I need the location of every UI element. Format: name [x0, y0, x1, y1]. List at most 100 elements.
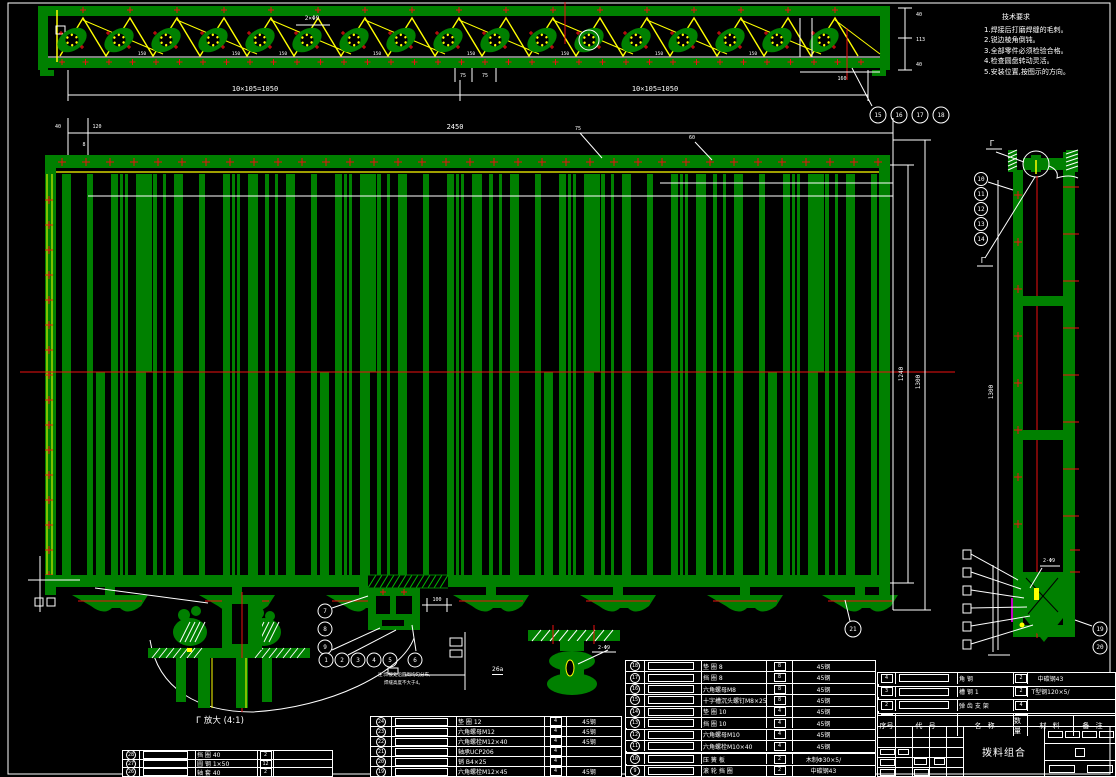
- truss-tiny-dim: 150: [138, 51, 146, 57]
- section-mark-top: Г: [990, 139, 995, 148]
- part-name: 垫 圈 10: [701, 706, 766, 718]
- table-row: 12 六角螺母M10 4 45钢: [626, 728, 875, 741]
- part-name: 六角螺栓M12×45: [456, 767, 544, 776]
- row-balloon-number: 18: [630, 661, 640, 672]
- roller-disc: [668, 27, 698, 53]
- roller-disc: [527, 27, 557, 53]
- balloon-callout: [974, 217, 988, 231]
- part-code-box: [143, 768, 189, 777]
- part-material: [273, 759, 313, 768]
- table-row: 24 垫 圈 12 4 45钢: [371, 717, 621, 726]
- part-name: 六角螺母M12: [456, 727, 544, 736]
- part-qty: 4: [773, 707, 786, 717]
- table-row: 13 挡 圈 10 4 45钢: [626, 717, 875, 729]
- signature-box: [914, 769, 929, 776]
- table-row: 4 角 钢 2 中碳钢43: [878, 673, 1115, 686]
- side-height-dim: 1300: [988, 384, 995, 399]
- row-number: 2: [880, 700, 893, 710]
- row-balloon-number: 23: [376, 727, 386, 736]
- balloon-callout: [350, 652, 366, 668]
- row-balloon-number: 20: [376, 757, 386, 766]
- table-row: 14 垫 圈 10 4 45钢: [626, 705, 875, 718]
- mid-detail-hole-dim: 2-Φ9: [598, 645, 610, 651]
- part-qty: 2: [259, 751, 272, 759]
- row-number: 4: [880, 673, 893, 683]
- detail-g-label: Г 放大 (4:1): [196, 716, 244, 726]
- balloon-number: 4: [372, 657, 376, 664]
- table-row: 27 圆 钢 1×50 12: [123, 758, 332, 768]
- part-name: 六角螺栓M12×40: [456, 737, 544, 746]
- dim-text: 60: [689, 135, 695, 141]
- part-code-box: [395, 717, 448, 726]
- part-material: 木制Φ30×5/: [792, 754, 854, 765]
- truss-span-left-dim: 10×105=1050: [232, 85, 278, 93]
- dim-text: 75: [460, 73, 466, 79]
- part-name: 六角螺栓M10×40: [701, 741, 766, 752]
- part-qty: 8: [773, 661, 786, 671]
- roller-disc: [809, 27, 839, 53]
- side-hole-dim: 2-Φ9: [1043, 558, 1055, 564]
- part-code-box: [395, 727, 448, 736]
- roller-disc: [245, 27, 275, 53]
- row-balloon-number: 11: [630, 741, 640, 752]
- roller-disc: [762, 27, 792, 53]
- info-box: [1049, 765, 1075, 773]
- balloon-callout: [974, 172, 988, 186]
- bom-header-row: 序号代 号名 称数量材 料备 注: [877, 715, 1116, 736]
- part-material: [273, 768, 313, 777]
- roller-disc: [339, 27, 369, 53]
- row-balloon-number: 21: [376, 747, 386, 756]
- part-qty: 4: [549, 717, 562, 726]
- part-name: 挡 圈 10: [701, 718, 766, 729]
- roller-disc: [386, 27, 416, 53]
- detail-source-circle: [1022, 150, 1050, 178]
- dim-text: 75: [482, 73, 488, 79]
- table-row: 15 十字槽沉头螺钉M8×25 8 45钢: [626, 694, 875, 706]
- balloon-number: 11: [977, 191, 985, 198]
- table-row: 26 轴 套 40 2: [123, 767, 332, 777]
- truss-tiny-dim: 150: [467, 51, 475, 57]
- notes-title: 技术要求: [1002, 13, 1030, 21]
- part-material: 45钢: [792, 672, 854, 683]
- part-name: 弹 齿 支 架: [957, 700, 1013, 711]
- part-material: 45钢: [792, 683, 854, 695]
- part-name: 六角螺母M10: [701, 729, 766, 740]
- balloon-number: 6: [413, 657, 417, 664]
- bom-table-bottom-middle: 24 垫 圈 12 4 45钢 23 六角螺母M12 4 45钢 22 六角螺栓M12×40 4 45…: [370, 716, 622, 777]
- part-code-box: [899, 701, 950, 710]
- balloon-callout: [890, 106, 908, 124]
- roller-disc: [292, 27, 322, 53]
- part-code-box: [648, 766, 695, 775]
- balloon-number: 7: [323, 608, 327, 615]
- info-box: [1087, 765, 1113, 773]
- part-material: [1027, 700, 1073, 711]
- title-block-signature-grid: [878, 727, 964, 776]
- bom-header-cell: 代 号: [895, 716, 957, 736]
- table-row: 3 槽 钢 1 2 T型钢120×5/: [878, 685, 1115, 699]
- part-name: 十字槽沉头螺钉M8×25: [701, 695, 766, 706]
- part-material: 45钢: [566, 737, 611, 746]
- part-qty: 2: [259, 768, 272, 777]
- part-qty: 12: [259, 759, 272, 768]
- channel-size-label: 26a: [492, 666, 504, 675]
- part-qty: 2: [773, 766, 786, 776]
- part-remark: [878, 710, 895, 713]
- table-row: 18 垫 圈 8 8 45钢: [626, 661, 875, 672]
- truss-tiny-dim: 150: [749, 51, 757, 57]
- roller-disc: [104, 27, 134, 53]
- info-box: [1075, 748, 1085, 757]
- balloon-number: 9: [323, 644, 327, 651]
- part-material: 45钢: [792, 741, 854, 752]
- part-name: 六角螺母M8: [701, 683, 766, 695]
- part-name: 角 钢: [957, 673, 1013, 684]
- dim-text: 120: [92, 124, 101, 130]
- part-qty: 8: [773, 695, 786, 705]
- part-code-box: [395, 747, 448, 756]
- part-remark: [878, 683, 895, 686]
- balloon-callout: [1092, 639, 1108, 655]
- notes-line: 1.焊接后打磨焊缝的毛刺。: [984, 25, 1068, 34]
- balloon-number: 21: [849, 626, 857, 633]
- balloon-number: 8: [323, 626, 327, 633]
- balloon-callout: [869, 106, 887, 124]
